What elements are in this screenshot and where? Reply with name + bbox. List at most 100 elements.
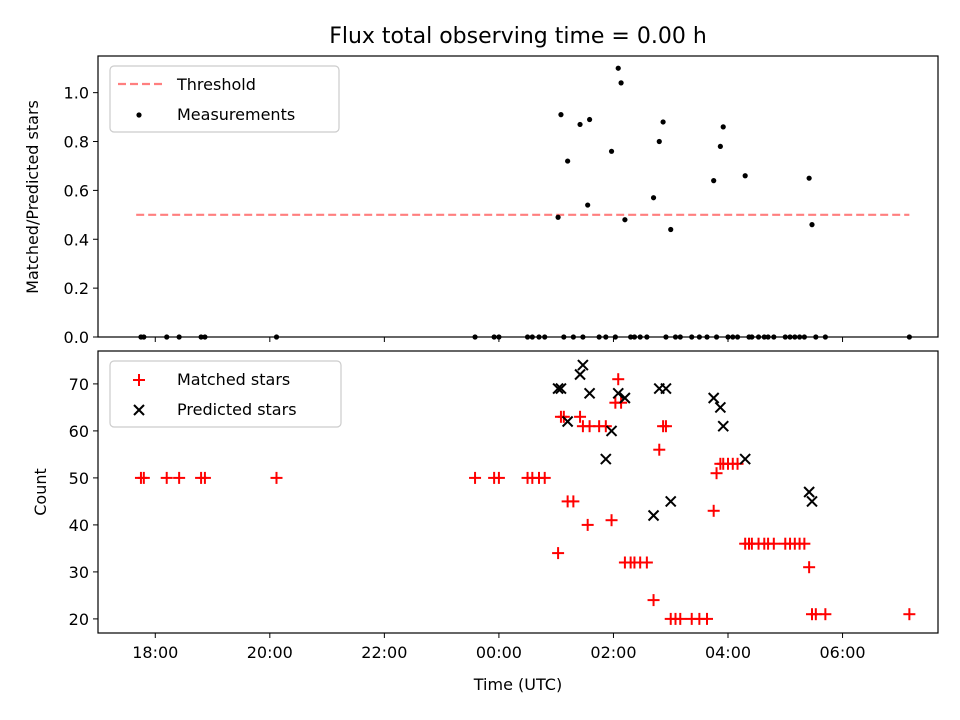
matched-stars-point — [137, 471, 150, 484]
measurement-point — [809, 222, 815, 228]
measurement-point — [577, 121, 583, 128]
measurement-point — [622, 217, 628, 223]
chart-title: Flux total observing time = 0.00 h — [329, 24, 707, 49]
top-y-tick-label: 0.0 — [64, 328, 89, 347]
top-y-tick-label: 1.0 — [64, 84, 89, 103]
x-tick-label: 04:00 — [705, 643, 751, 662]
legend-predicted-label: Predicted stars — [177, 400, 297, 419]
top-y-axis-label: Matched/Predicted stars — [23, 100, 42, 294]
matched-stars-point — [605, 514, 618, 527]
x-tick-label: 02:00 — [590, 643, 636, 662]
x-tick-label: 06:00 — [819, 643, 865, 662]
x-tick-label: 22:00 — [361, 643, 407, 662]
measurement-point — [565, 158, 571, 164]
matched-stars-point — [198, 471, 211, 484]
measurement-point — [656, 138, 662, 145]
legend-measurements-swatch — [136, 112, 142, 118]
measurement-point — [585, 202, 591, 208]
measurement-point — [608, 148, 615, 154]
matched-stars-point — [552, 547, 565, 560]
measurement-point — [668, 226, 674, 233]
predicted-stars-point — [605, 425, 618, 437]
bottom-axes: 20 30 40 50 60 70 18:00 20:00 22:00 00:00 02:00 04:… — [69, 375, 866, 662]
top-panel: Flux total observing time = 0.00 h Match… — [23, 24, 939, 347]
matched-stars-point — [767, 537, 780, 550]
matched-stars-point — [701, 612, 713, 625]
predicted-stars-point — [583, 387, 596, 400]
matched-stars-point — [903, 608, 916, 621]
measurement-point — [586, 116, 593, 123]
predicted-stars-point — [600, 453, 612, 465]
predicted-stars-point — [806, 495, 818, 508]
matched-stars-point — [659, 420, 672, 433]
predicted-stars-point — [647, 509, 660, 522]
legend-matched-swatch — [133, 374, 145, 386]
matched-stars-point — [674, 612, 687, 625]
legend-measurements-label: Measurements — [177, 105, 295, 124]
measurement-point — [720, 124, 726, 130]
bottom-y-tick-label: 50 — [69, 469, 89, 488]
bottom-y-tick-label: 30 — [69, 563, 89, 582]
matched-stars-point — [492, 471, 505, 484]
predicted-stars-point — [717, 420, 729, 432]
top-axes: 0.0 0.2 0.4 0.6 0.8 1.0 — [64, 84, 844, 347]
matched-stars-point — [270, 471, 283, 484]
bottom-plot-marks — [134, 359, 916, 625]
bottom-legend: Matched stars Predicted stars — [109, 360, 342, 428]
measurement-point — [558, 112, 564, 118]
matched-stars-point — [599, 420, 612, 433]
measurement-point — [717, 143, 723, 150]
matched-stars-point — [653, 443, 666, 456]
matched-stars-point — [798, 537, 811, 550]
bottom-y-axis-label: Count — [31, 468, 50, 516]
measurement-point — [650, 195, 657, 201]
predicted-stars-point — [665, 495, 677, 508]
predicted-stars-point — [660, 382, 672, 395]
predicted-stars-point — [707, 392, 720, 404]
predicted-stars-point — [714, 401, 727, 414]
measurement-point — [615, 65, 621, 71]
predicted-stars-point — [555, 382, 567, 395]
predicted-stars-point — [619, 392, 631, 404]
measurement-point — [806, 175, 812, 181]
bottom-y-tick-label: 20 — [69, 610, 89, 629]
bottom-y-tick-label: 40 — [69, 516, 89, 535]
bottom-y-tick-label: 60 — [69, 422, 89, 441]
top-plot-frame — [97, 55, 939, 338]
predicted-stars-point — [561, 415, 574, 428]
predicted-stars-point — [739, 453, 751, 465]
measurement-point — [555, 214, 561, 220]
matched-stars-point — [581, 518, 594, 531]
matched-stars-point — [707, 504, 720, 517]
x-tick-label: 20:00 — [247, 643, 293, 662]
bottom-plot-frame — [97, 350, 939, 634]
x-axis-label: Time (UTC) — [473, 675, 562, 694]
top-y-tick-label: 0.6 — [64, 181, 89, 200]
matched-stars-point — [819, 608, 832, 621]
measurement-point — [618, 80, 624, 86]
matched-stars-point — [640, 556, 653, 569]
predicted-stars-point — [574, 368, 586, 381]
matched-stars-point — [469, 471, 482, 484]
x-tick-label: 18:00 — [132, 643, 178, 662]
measurement-point — [711, 178, 717, 184]
legend-threshold-label: Threshold — [176, 75, 256, 94]
matched-stars-point — [160, 471, 173, 484]
top-y-tick-label: 0.4 — [64, 230, 89, 249]
measurement-point — [742, 173, 748, 179]
matched-stars-point — [567, 495, 580, 508]
bottom-legend-box — [109, 360, 342, 428]
matched-stars-point — [647, 594, 660, 607]
legend-matched-label: Matched stars — [177, 370, 290, 389]
top-legend-box — [109, 65, 340, 133]
predicted-stars-point — [577, 359, 589, 371]
matched-stars-point — [612, 373, 625, 386]
legend-predicted-swatch — [133, 404, 145, 416]
predicted-stars-point — [612, 387, 624, 400]
top-y-tick-label: 0.2 — [64, 279, 89, 298]
predicted-stars-point — [803, 486, 815, 498]
x-tick-label: 00:00 — [476, 643, 522, 662]
top-legend: Threshold Measurements — [109, 65, 340, 133]
